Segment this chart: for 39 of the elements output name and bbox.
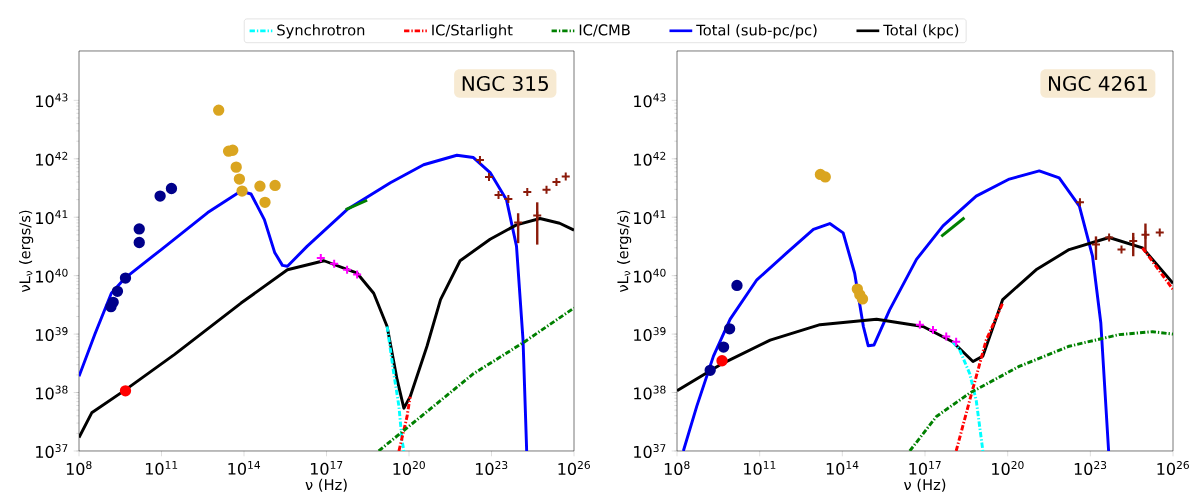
x-axis-title: ν (Hz)	[305, 478, 347, 492]
y-tick-label: 10$^{41}$	[634, 210, 666, 225]
x-tick-label: 10$^{20}$	[992, 461, 1024, 475]
y-tick-label: 10$^{39}$	[634, 327, 666, 342]
y-axis-title: νL$_{ν}$ (ergs/s)	[19, 210, 34, 293]
legend-label: Total (kpc)	[883, 24, 959, 39]
y-tick-label: 10$^{42}$	[634, 151, 666, 166]
x-tick-label: 10$^{11}$	[744, 461, 776, 475]
legend-label: Total (sub-pc/pc)	[696, 24, 817, 39]
x-tick-label: 10$^{23}$	[475, 461, 508, 475]
y-tick-label: 10$^{37}$	[36, 443, 68, 458]
y-tick-label: 10$^{40}$	[36, 268, 68, 283]
y-tick-label: 10$^{38}$	[36, 385, 68, 400]
y-tick-label: 10$^{38}$	[634, 385, 666, 400]
y-tick-label: 10$^{37}$	[634, 443, 666, 458]
legend-label: IC/Starlight	[432, 24, 513, 39]
y-tick-label: 10$^{43}$	[634, 93, 666, 108]
x-tick-label: 10$^{26}$	[558, 461, 590, 475]
annotation: NGC 315	[462, 75, 548, 92]
legend-label: IC/CMB	[579, 24, 630, 37]
x-tick-label: 10$^{8}$	[664, 461, 690, 475]
y-tick-label: 10$^{39}$	[36, 327, 68, 342]
x-tick-label: 10$^{14}$	[826, 461, 859, 475]
x-tick-label: 10$^{23}$	[1074, 461, 1107, 475]
y-tick-label: 10$^{43}$	[36, 93, 68, 108]
legend-label: Synchrotron	[277, 24, 365, 39]
x-tick-label: 10$^{14}$	[228, 461, 261, 475]
x-tick-label: 10$^{20}$	[393, 461, 425, 475]
x-tick-label: 10$^{17}$	[310, 461, 343, 475]
y-axis-title: νL$_{ν}$ (ergs/s)	[617, 210, 632, 293]
x-tick-label: 10$^{8}$	[66, 461, 92, 475]
x-tick-label: 10$^{11}$	[145, 461, 178, 475]
y-tick-label: 10$^{42}$	[36, 151, 68, 166]
y-tick-label: 10$^{41}$	[36, 210, 68, 225]
y-tick-label: 10$^{40}$	[634, 268, 666, 283]
x-tick-label: 10$^{26}$	[1157, 461, 1189, 475]
annotation: NGC 4261	[1049, 75, 1147, 92]
x-tick-label: 10$^{17}$	[909, 461, 941, 475]
x-axis-title: ν (Hz)	[904, 478, 946, 492]
